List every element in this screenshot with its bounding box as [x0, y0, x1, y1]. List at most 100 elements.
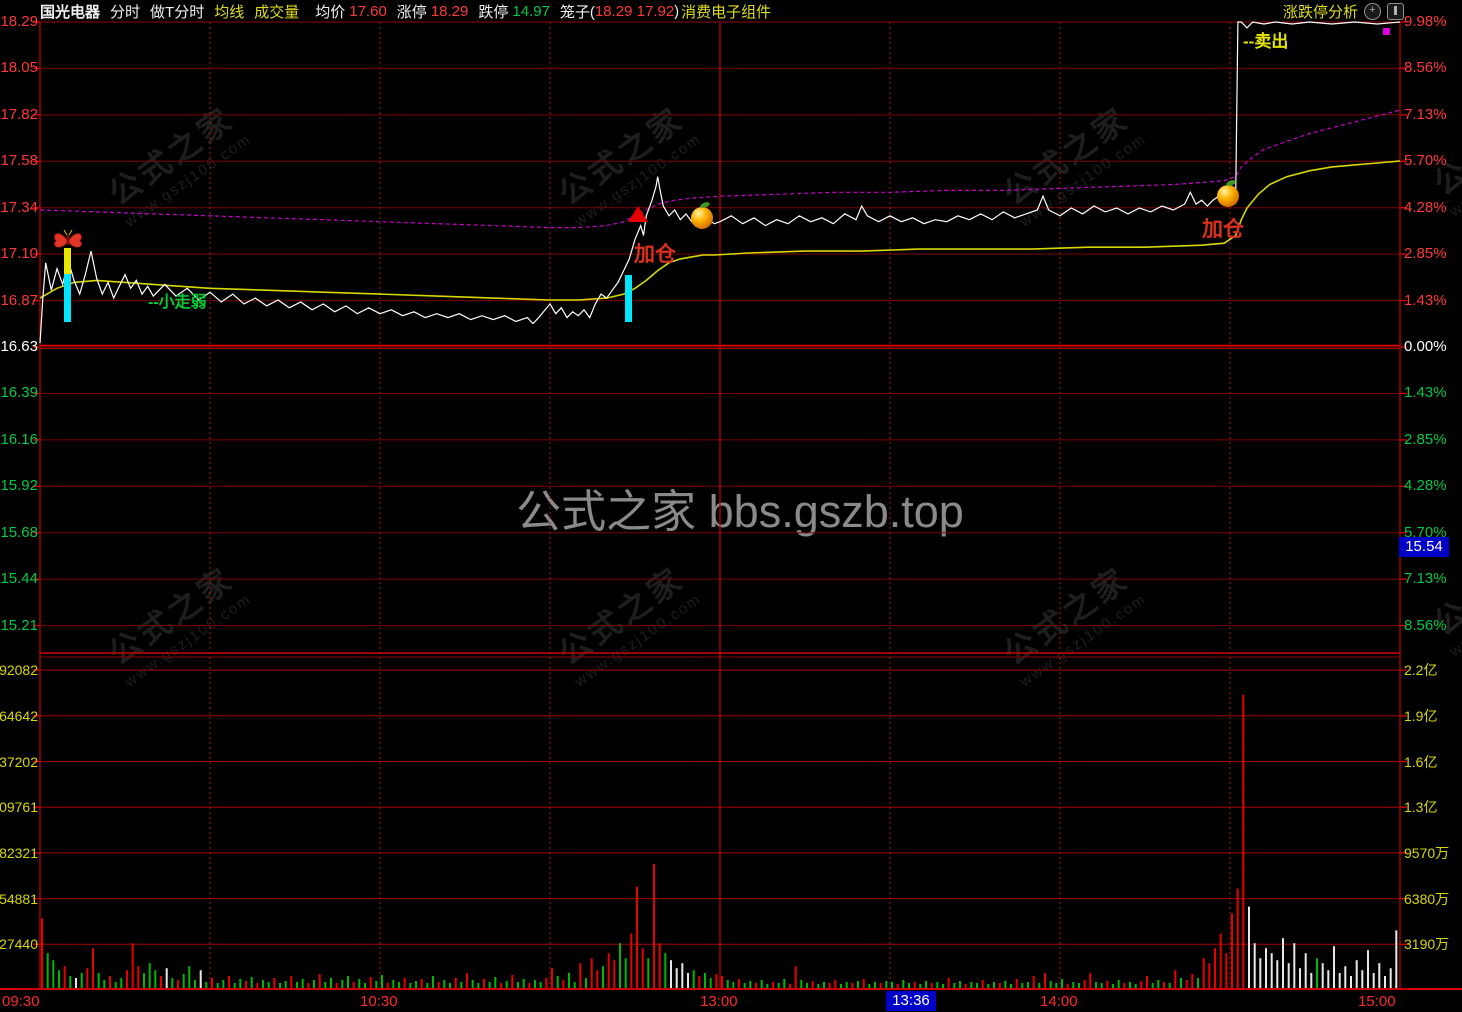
limit-up-value: 18.29 — [430, 2, 469, 20]
volume-axis-label: 82321 — [0, 844, 38, 861]
volume-bar — [1248, 906, 1250, 988]
volume-bar — [607, 953, 610, 988]
volume-bar — [1367, 950, 1369, 988]
volume-bar — [1015, 979, 1018, 988]
signal-bar-cyan-2 — [625, 275, 632, 322]
stock-name: 国光电器 — [40, 3, 101, 21]
volume-bar — [545, 978, 548, 988]
percent-axis-label: 7.13% — [1404, 570, 1447, 588]
price-axis-label: 17.34 — [0, 198, 38, 216]
percent-axis-label: 2.85% — [1404, 245, 1447, 263]
volume-bar — [755, 983, 757, 988]
signal-bar-yellow — [64, 248, 71, 274]
volume-bar — [777, 983, 780, 988]
header-bar: 国光电器 分时 做T分时 均线 成交量 均价 17.60 涨停 18.29 跌停… — [0, 0, 1462, 22]
volume-bar — [1287, 963, 1290, 988]
volume-axis-label: 192082 — [0, 662, 38, 679]
annotation-sell: --卖出 — [1243, 32, 1289, 51]
volume-bar — [709, 978, 712, 988]
volume-bar — [1395, 930, 1398, 988]
volume-bar — [1265, 948, 1267, 988]
volume-bar — [1372, 973, 1375, 988]
toggle-ma-line[interactable]: 均线 — [214, 3, 245, 21]
volume-bar — [307, 983, 310, 988]
price-axis-label: 16.39 — [0, 384, 38, 402]
tab-zuot-fenshi[interactable]: 做T分时 — [150, 3, 205, 21]
volume-bar — [687, 973, 689, 988]
price-axis-label: 17.58 — [0, 152, 38, 170]
limit-up-label: 涨停 — [396, 3, 427, 21]
volume-bar — [670, 960, 672, 988]
volume-bar — [573, 982, 576, 988]
price-axis-label: 18.05 — [0, 59, 38, 77]
volume-bar — [97, 973, 100, 988]
volume-bar — [828, 983, 831, 988]
percent-axis-label: 7.13% — [1404, 105, 1447, 123]
volume-bar — [1157, 980, 1160, 988]
volume-bar — [131, 943, 134, 988]
annotation-weak: --小走弱 — [148, 294, 207, 311]
volume-axis-label: 164642 — [0, 707, 38, 724]
volume-bar — [1197, 978, 1199, 988]
volume-bar — [1225, 953, 1228, 988]
volume-bar — [528, 983, 531, 988]
volume-bar — [432, 976, 434, 988]
volume-bar — [1316, 958, 1318, 988]
tab-fenshi[interactable]: 分时 — [110, 3, 141, 21]
volume-bar — [194, 980, 196, 988]
volume-bar — [590, 958, 593, 988]
cage-label: 笼子( — [559, 3, 595, 21]
volume-bar — [415, 981, 417, 988]
avg-price-label: 均价 — [315, 3, 346, 21]
annotation-add-position-2: 加仓 — [1202, 218, 1244, 241]
volume-bar — [369, 977, 372, 988]
volume-bar — [352, 982, 355, 988]
volume-bar — [998, 983, 1001, 988]
volume-axis-label: 3190万 — [1404, 936, 1450, 953]
price-axis-label: 17.10 — [0, 245, 38, 263]
volume-bar — [386, 983, 389, 988]
cage_line-line — [39, 109, 1401, 229]
limit-analysis-link[interactable]: 涨跌停分析 — [1282, 3, 1358, 21]
volume-bar — [1231, 913, 1233, 988]
volume-bar — [743, 983, 746, 988]
volume-bar — [1202, 958, 1205, 988]
volume-bar — [1219, 933, 1222, 988]
volume-bar — [1384, 976, 1386, 988]
volume-bar — [330, 978, 332, 988]
volume-bar — [534, 980, 536, 988]
volume-bar — [426, 983, 429, 988]
volume-bar — [1146, 976, 1148, 988]
price-line — [39, 21, 1401, 344]
volume-bar — [284, 981, 287, 988]
price-axis-label: 18.29 — [0, 13, 38, 30]
volume-bar — [539, 982, 542, 988]
volume-bar — [953, 983, 956, 988]
volume-bar — [239, 979, 242, 988]
volume-bar — [1191, 974, 1194, 988]
volume-bar — [1389, 968, 1392, 988]
volume-bar — [211, 978, 213, 988]
toggle-volume[interactable]: 成交量 — [254, 3, 300, 21]
zoom-plus-icon[interactable]: + — [1364, 2, 1381, 20]
sector-link[interactable]: 消费电子组件 — [681, 3, 772, 21]
volume-bar — [1066, 984, 1069, 988]
header-left: 国光电器 分时 做T分时 均线 成交量 均价 17.60 涨停 18.29 跌停… — [0, 1, 1283, 22]
volume-bar — [267, 982, 270, 988]
volume-bar — [1282, 938, 1284, 988]
panel-layout-icon[interactable] — [1387, 2, 1404, 20]
volume-bar — [936, 982, 939, 988]
volume-bar — [1021, 983, 1024, 988]
volume-bar — [1355, 960, 1358, 988]
volume-bar — [160, 976, 162, 988]
volume-bar — [505, 981, 508, 988]
avg_price-line — [39, 160, 1401, 301]
orange-ball-icon-2 — [1217, 180, 1239, 207]
crosshair-price-badge: 15.54 — [1399, 537, 1449, 557]
volume-bar — [437, 982, 440, 988]
volume-bar — [52, 960, 55, 988]
volume-bar — [250, 977, 253, 988]
volume-bar — [233, 983, 236, 988]
